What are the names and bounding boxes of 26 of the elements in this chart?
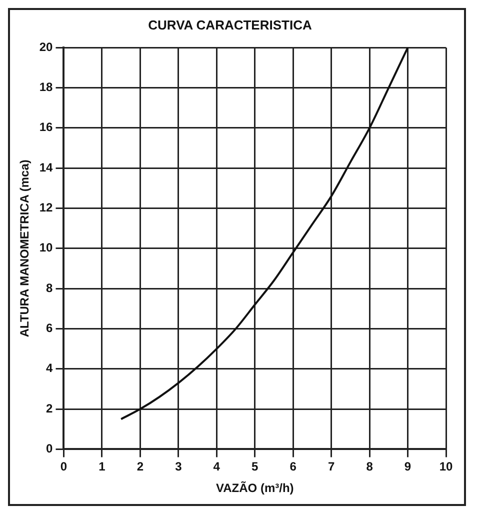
x-tick-label: 0 (60, 460, 68, 474)
y-tick-label: 14 (39, 160, 54, 174)
y-tick-label: 12 (39, 200, 54, 215)
y-tick-label: 0 (46, 442, 54, 456)
y-tick-label: 6 (46, 321, 54, 336)
x-tick-label: 8 (366, 460, 374, 474)
y-tick-label: 10 (39, 240, 54, 255)
x-tick-label: 1 (98, 460, 106, 474)
line-series (120, 48, 409, 420)
x-tick-label: 10 (439, 460, 453, 474)
y-tick-label: 16 (39, 120, 54, 134)
y-axis-title: ALTURA MANOMETRICA (mca) (18, 160, 32, 338)
y-tick-label: 20 (39, 40, 54, 54)
x-tick-label: 4 (213, 460, 220, 474)
x-tick-label: 3 (175, 460, 182, 474)
x-tick-label: 2 (136, 460, 144, 474)
x-axis-title: VAZÃO (m³/h) (216, 481, 294, 496)
chart-title: CURVA CARACTERISTICA (148, 17, 312, 32)
x-tick-label: 6 (290, 460, 297, 474)
y-tick-label: 8 (46, 280, 54, 295)
y-tick-label: 4 (46, 361, 54, 376)
y-tick-label: 2 (46, 401, 54, 416)
x-tick-label: 7 (328, 460, 335, 474)
x-tick-label: 9 (404, 460, 412, 474)
x-tick-label: 5 (252, 460, 259, 474)
y-tick-label: 18 (39, 80, 54, 94)
